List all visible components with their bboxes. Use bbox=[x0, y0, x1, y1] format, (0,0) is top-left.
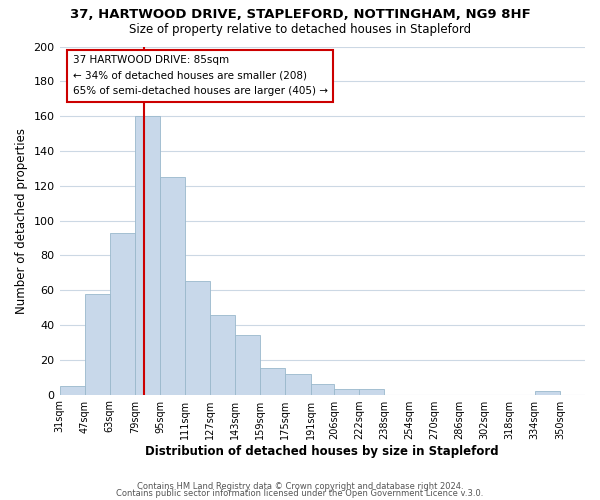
Text: Contains HM Land Registry data © Crown copyright and database right 2024.: Contains HM Land Registry data © Crown c… bbox=[137, 482, 463, 491]
Bar bbox=[135, 116, 160, 394]
Bar bbox=[334, 390, 359, 394]
Bar bbox=[110, 232, 135, 394]
Bar bbox=[260, 368, 286, 394]
Text: Size of property relative to detached houses in Stapleford: Size of property relative to detached ho… bbox=[129, 22, 471, 36]
Text: Contains public sector information licensed under the Open Government Licence v.: Contains public sector information licen… bbox=[116, 490, 484, 498]
Bar bbox=[85, 294, 110, 394]
Text: 37, HARTWOOD DRIVE, STAPLEFORD, NOTTINGHAM, NG9 8HF: 37, HARTWOOD DRIVE, STAPLEFORD, NOTTINGH… bbox=[70, 8, 530, 20]
Bar bbox=[311, 384, 334, 394]
Bar bbox=[185, 282, 210, 395]
Bar bbox=[535, 391, 560, 394]
X-axis label: Distribution of detached houses by size in Stapleford: Distribution of detached houses by size … bbox=[145, 444, 499, 458]
Bar bbox=[235, 336, 260, 394]
Text: 37 HARTWOOD DRIVE: 85sqm
← 34% of detached houses are smaller (208)
65% of semi-: 37 HARTWOOD DRIVE: 85sqm ← 34% of detach… bbox=[73, 55, 328, 96]
Bar bbox=[160, 177, 185, 394]
Bar bbox=[59, 386, 85, 394]
Y-axis label: Number of detached properties: Number of detached properties bbox=[15, 128, 28, 314]
Bar bbox=[359, 390, 384, 394]
Bar bbox=[210, 314, 235, 394]
Bar bbox=[286, 374, 311, 394]
